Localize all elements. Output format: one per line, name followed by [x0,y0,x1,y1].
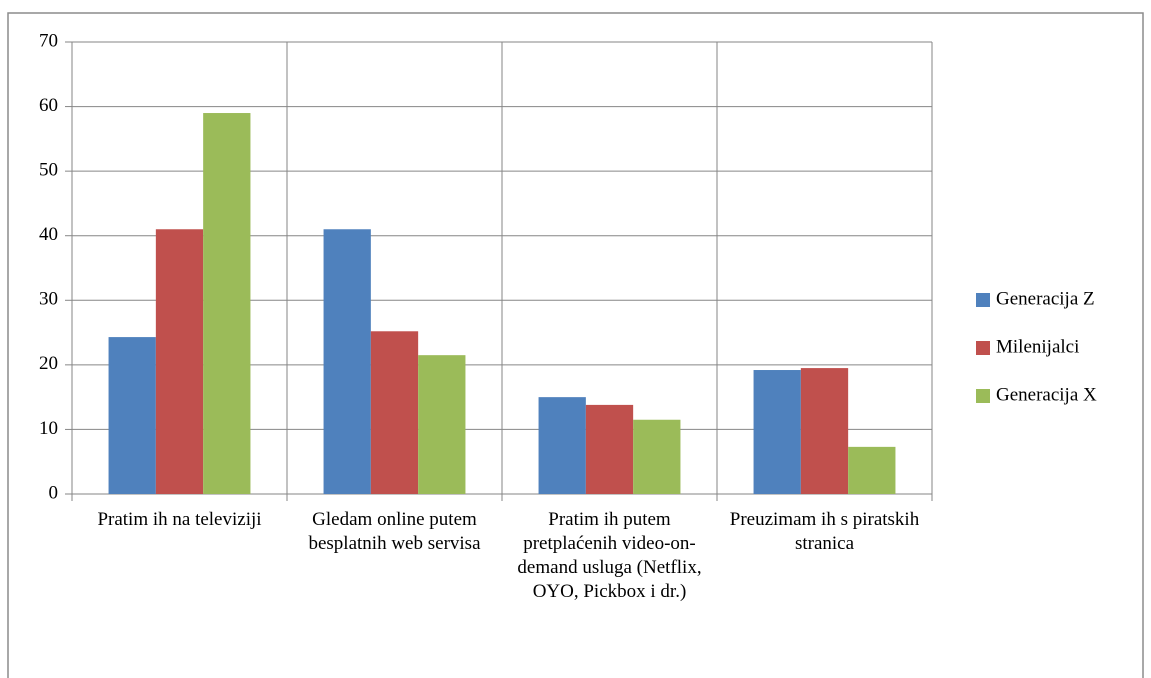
bar [538,397,586,494]
bar [155,229,204,494]
legend-label: Generacija Z [996,288,1095,309]
bar [323,229,371,494]
x-label-box: Pratim ih putem pretplaćenih video-on-de… [517,509,702,602]
bar [108,337,156,494]
x-tick-label: Preuzimam ih s piratskih stranica [729,509,920,554]
y-tick-label: 50 [39,160,58,181]
bar [370,331,419,494]
x-label-box: Preuzimam ih s piratskih stranica [729,509,920,554]
legend-label: Milenijalci [996,336,1079,357]
y-tick-label: 70 [39,30,58,51]
y-tick-label: 0 [49,482,59,503]
bar [848,446,896,494]
bar [585,404,634,494]
legend-swatch [976,341,990,355]
bar [800,368,849,494]
y-tick-label: 10 [39,418,58,439]
bar [633,419,681,494]
bar [418,355,466,494]
y-tick-label: 20 [39,353,58,374]
legend-swatch [976,293,990,307]
legend-label: Generacija X [996,384,1097,405]
y-tick-label: 60 [39,95,58,116]
y-tick-label: 40 [39,224,58,245]
legend-swatch [976,389,990,403]
x-tick-label: Gledam online putem besplatnih web servi… [308,509,481,554]
x-tick-label: Pratim ih putem pretplaćenih video-on-de… [517,509,702,602]
x-tick-label: Pratim ih na televiziji [97,509,262,530]
y-tick-label: 30 [39,289,58,310]
x-label-box: Pratim ih na televiziji [97,509,262,530]
chart-border [7,12,1144,678]
bar [203,113,251,495]
bar [753,370,801,494]
x-label-box: Gledam online putem besplatnih web servi… [308,509,481,554]
